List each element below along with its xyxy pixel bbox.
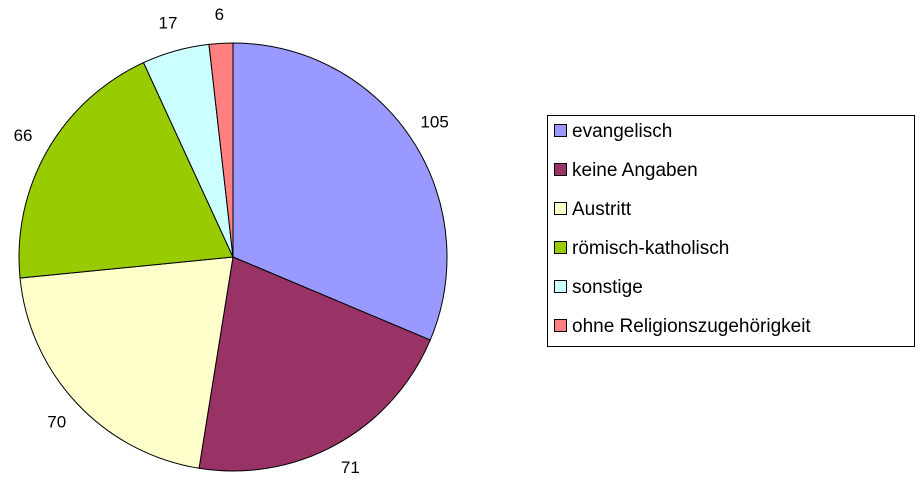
legend-swatch xyxy=(554,163,567,176)
legend-swatch xyxy=(554,124,567,137)
data-label: 66 xyxy=(14,126,33,145)
legend-swatch xyxy=(554,280,567,293)
pie-slice xyxy=(208,42,234,258)
pie-slice xyxy=(18,61,234,279)
data-label: 105 xyxy=(420,113,448,132)
pie-slice xyxy=(198,256,431,472)
data-label: 71 xyxy=(341,458,360,477)
legend-box xyxy=(547,115,915,347)
legend-label: keine Angaben xyxy=(572,160,698,181)
data-label: 6 xyxy=(215,5,224,24)
legend-label: römisch-katholisch xyxy=(572,238,729,259)
legend-label: evangelisch xyxy=(572,121,672,142)
legend-swatch xyxy=(554,241,567,254)
pie-slice xyxy=(232,42,448,341)
data-label: 70 xyxy=(47,412,66,431)
legend-swatch xyxy=(554,202,567,215)
legend-label: sonstige xyxy=(572,277,643,298)
data-label: 17 xyxy=(159,13,178,32)
pie-slice xyxy=(19,256,234,469)
legend-label: Austritt xyxy=(572,199,632,220)
legend-swatch xyxy=(554,319,567,332)
legend-label: ohne Religionszugehörigkeit xyxy=(572,316,811,337)
